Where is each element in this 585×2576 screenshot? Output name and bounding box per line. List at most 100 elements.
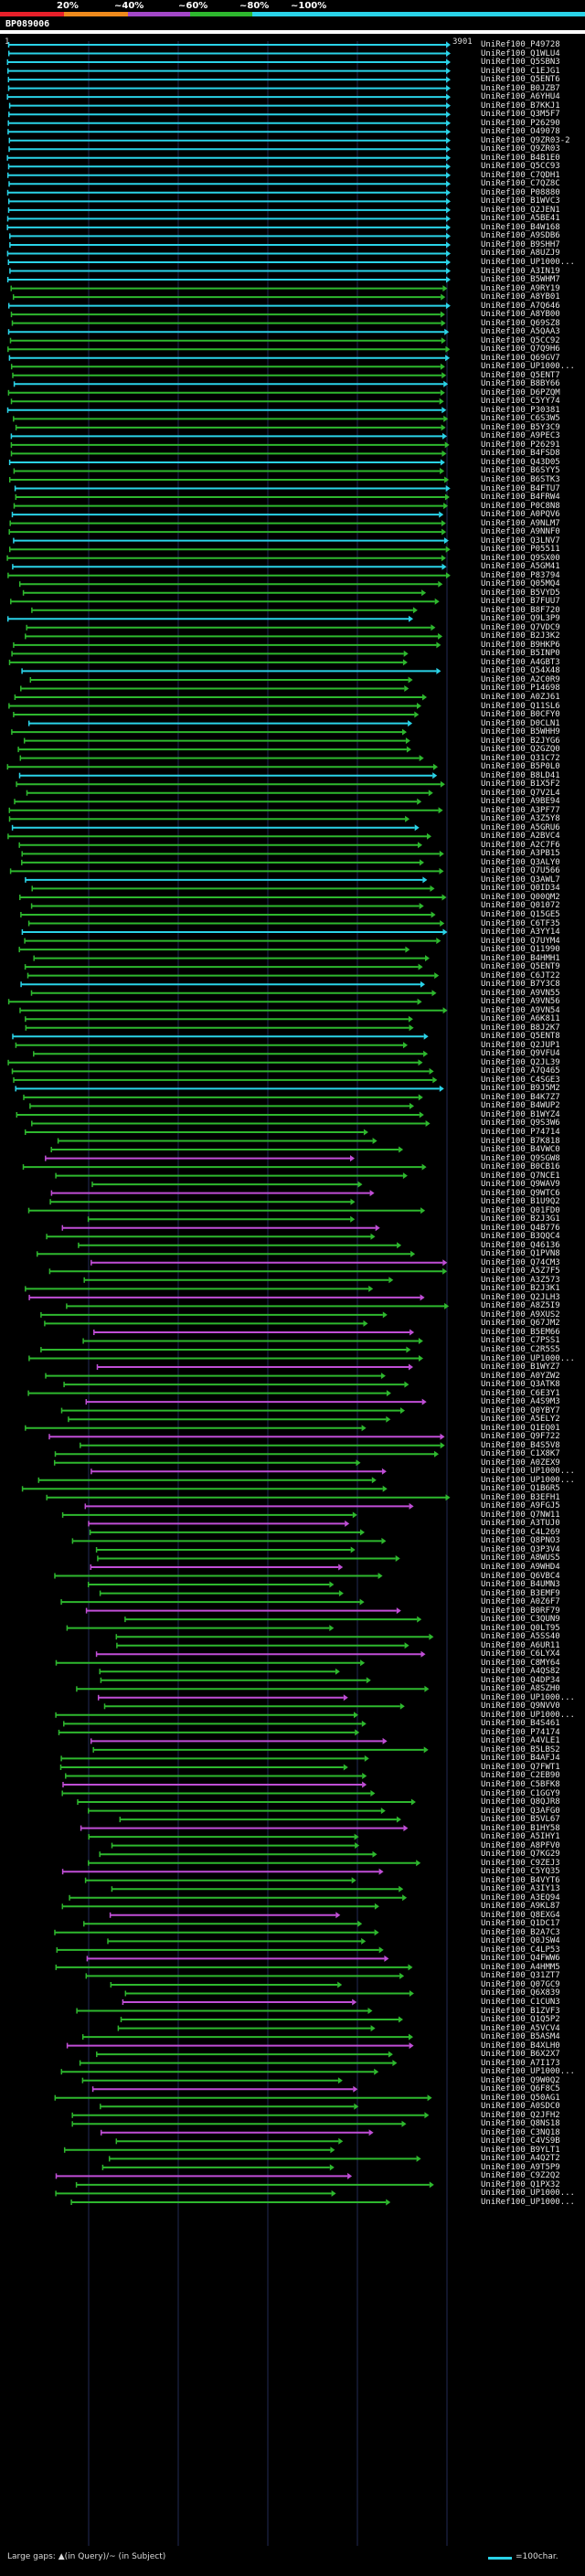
hit-label[interactable]: UniRef100_B5WHM7 [481,275,560,285]
hit-label[interactable]: UniRef100_A7Q646 [481,301,560,311]
hit-label[interactable]: UniRef100_A8PFV0 [481,1840,560,1850]
hit-label[interactable]: UniRef100_A5GM41 [481,562,560,572]
hit-label[interactable]: UniRef100_C7QZ8C [481,179,560,189]
hit-label[interactable]: UniRef100_UP1000... [481,2189,575,2199]
hit-label[interactable]: UniRef100_B2J3G1 [481,1214,560,1224]
hit-label[interactable]: UniRef100_A4GBT3 [481,657,560,667]
hit-label[interactable]: UniRef100_A9RY19 [481,283,560,293]
hit-label[interactable]: UniRef100_Q1DC17 [481,1919,560,1929]
hit-label[interactable]: UniRef100_B4VWC0 [481,1145,560,1155]
hit-label[interactable]: UniRef100_A5Z7F5 [481,1267,560,1277]
hit-label[interactable]: UniRef100_B9HKP6 [481,640,560,650]
hit-label[interactable]: UniRef100_Q8EXG4 [481,1910,560,1920]
hit-label[interactable]: UniRef100_Q9NVV0 [481,1701,560,1712]
hit-label[interactable]: UniRef100_UP1000... [481,1710,575,1720]
hit-label[interactable]: UniRef100_Q8QJR8 [481,1797,560,1807]
hit-label[interactable]: UniRef100_A5QAA3 [481,327,560,337]
hit-label[interactable]: UniRef100_UP1000... [481,1475,575,1485]
hit-label[interactable]: UniRef100_Q9VFU4 [481,1049,560,1059]
hit-label[interactable]: UniRef100_C7QDH1 [481,170,560,180]
hit-label[interactable]: UniRef100_A3IN19 [481,266,560,276]
hit-label[interactable]: UniRef100_A9T5P9 [481,2162,560,2172]
hit-label[interactable]: UniRef100_A5BE41 [481,214,560,224]
hit-label[interactable]: UniRef100_B4K7Z7 [481,1092,560,1102]
hit-label[interactable]: UniRef100_B4S461 [481,1719,560,1729]
hit-label[interactable]: UniRef100_B4WUP2 [481,1101,560,1111]
hit-label[interactable]: UniRef100_Q4B776 [481,1223,560,1233]
hit-label[interactable]: UniRef100_A6YHU4 [481,92,560,102]
hit-label[interactable]: UniRef100_Q50AG1 [481,2093,560,2103]
hit-label[interactable]: UniRef100_Q7U566 [481,866,560,876]
hit-label[interactable]: UniRef100_C2EB90 [481,1771,560,1781]
hit-label[interactable]: UniRef100_Q3ATK8 [481,1380,560,1390]
hit-label[interactable]: UniRef100_UP1000... [481,1467,575,1477]
hit-label[interactable]: UniRef100_A9SDB6 [481,231,560,241]
hit-label[interactable]: UniRef100_Q2GZQ0 [481,745,560,755]
hit-label[interactable]: UniRef100_Q5ENT7 [481,370,560,380]
hit-label[interactable]: UniRef100_A0ZEX9 [481,1458,560,1468]
hit-label[interactable]: UniRef100_Q7FWT1 [481,1762,560,1772]
hit-label[interactable]: UniRef100_Q01FD0 [481,1205,560,1215]
hit-label[interactable]: UniRef100_UP1000... [481,1692,575,1702]
hit-label[interactable]: UniRef100_B0JZB7 [481,83,560,93]
hit-label[interactable]: UniRef100_A7I173 [481,2058,560,2068]
hit-label[interactable]: UniRef100_Q31ZT7 [481,1971,560,1981]
hit-label[interactable]: UniRef100_B1WVC3 [481,196,560,207]
hit-label[interactable]: UniRef100_P08880 [481,187,560,197]
hit-label[interactable]: UniRef100_Q0YBY7 [481,1405,560,1415]
hit-label[interactable]: UniRef100_Q5ENT9 [481,962,560,972]
hit-label[interactable]: UniRef100_Q46136 [481,1240,560,1250]
hit-label[interactable]: UniRef100_UP1000... [481,362,575,372]
hit-label[interactable]: UniRef100_P0C8N8 [481,501,560,511]
hit-label[interactable]: UniRef100_Q1EQ01 [481,1423,560,1433]
hit-label[interactable]: UniRef100_Q2JEN1 [481,205,560,215]
hit-label[interactable]: UniRef100_Q5CC92 [481,335,560,345]
hit-label[interactable]: UniRef100_B4AFJ4 [481,1754,560,1764]
hit-label[interactable]: UniRef100_A4Q2T2 [481,2154,560,2164]
hit-label[interactable]: UniRef100_Q2JUP1 [481,1040,560,1050]
hit-label[interactable]: UniRef100_C6LYX4 [481,1649,560,1659]
hit-label[interactable]: UniRef100_Q7V2L4 [481,788,560,798]
hit-label[interactable]: UniRef100_B8BY66 [481,379,560,389]
hit-label[interactable]: UniRef100_B5VL67 [481,1815,560,1825]
hit-label[interactable]: UniRef100_Q9ZR03 [481,144,560,154]
hit-label[interactable]: UniRef100_Q9S3W6 [481,1118,560,1129]
hit-label[interactable]: UniRef100_Q4FWW6 [481,1954,560,1964]
hit-label[interactable]: UniRef100_P49728 [481,40,560,49]
hit-label[interactable]: UniRef100_Q9L3P9 [481,614,560,624]
hit-label[interactable]: UniRef100_C4LP53 [481,1945,560,1955]
hit-label[interactable]: UniRef100_UP1000... [481,258,575,267]
hit-label[interactable]: UniRef100_Q3P3V4 [481,1544,560,1554]
hit-label[interactable]: UniRef100_A8SZH0 [481,1684,560,1694]
hit-label[interactable]: UniRef100_A5IHY1 [481,1832,560,1842]
hit-label[interactable]: UniRef100_C5BFK8 [481,1780,560,1789]
hit-label[interactable]: UniRef100_A0SDC0 [481,2102,560,2112]
hit-label[interactable]: UniRef100_B4VYT6 [481,1875,560,1885]
hit-label[interactable]: UniRef100_Q6VBC4 [481,1571,560,1581]
hit-label[interactable]: UniRef100_A9XUS2 [481,1309,560,1320]
hit-label[interactable]: UniRef100_Q7NW11 [481,1510,560,1520]
hit-label[interactable]: UniRef100_B5LBS2 [481,1744,560,1754]
hit-label[interactable]: UniRef100_A3YY14 [481,928,560,938]
hit-label[interactable]: UniRef100_D0CLN1 [481,718,560,728]
hit-label[interactable]: UniRef100_Q54X48 [481,666,560,676]
hit-label[interactable]: UniRef100_Q74CM3 [481,1257,560,1267]
hit-label[interactable]: UniRef100_B5WHH9 [481,727,560,737]
hit-label[interactable]: UniRef100_A9PEC3 [481,431,560,441]
hit-label[interactable]: UniRef100_A3TUJ0 [481,1519,560,1529]
hit-label[interactable]: UniRef100_P74714 [481,1128,560,1137]
hit-label[interactable]: UniRef100_B1WYZ4 [481,1109,560,1119]
hit-label[interactable]: UniRef100_Q3AFG0 [481,1806,560,1816]
hit-label[interactable]: UniRef100_Q3LNV7 [481,535,560,546]
hit-label[interactable]: UniRef100_B6X2X7 [481,2050,560,2060]
hit-label[interactable]: UniRef100_A2C7F6 [481,840,560,850]
hit-label[interactable]: UniRef100_Q9WAV9 [481,1180,560,1190]
hit-label[interactable]: UniRef100_C4L269 [481,1527,560,1537]
hit-label[interactable]: UniRef100_A4HMM5 [481,1962,560,1972]
hit-label[interactable]: UniRef100_P83794 [481,570,560,580]
hit-label[interactable]: UniRef100_Q2JFH2 [481,2110,560,2120]
hit-label[interactable]: UniRef100_Q5SBN3 [481,58,560,68]
hit-label[interactable]: UniRef100_B6STK3 [481,475,560,484]
hit-label[interactable]: UniRef100_P74174 [481,1727,560,1737]
hit-label[interactable]: UniRef100_B4FSD8 [481,449,560,459]
